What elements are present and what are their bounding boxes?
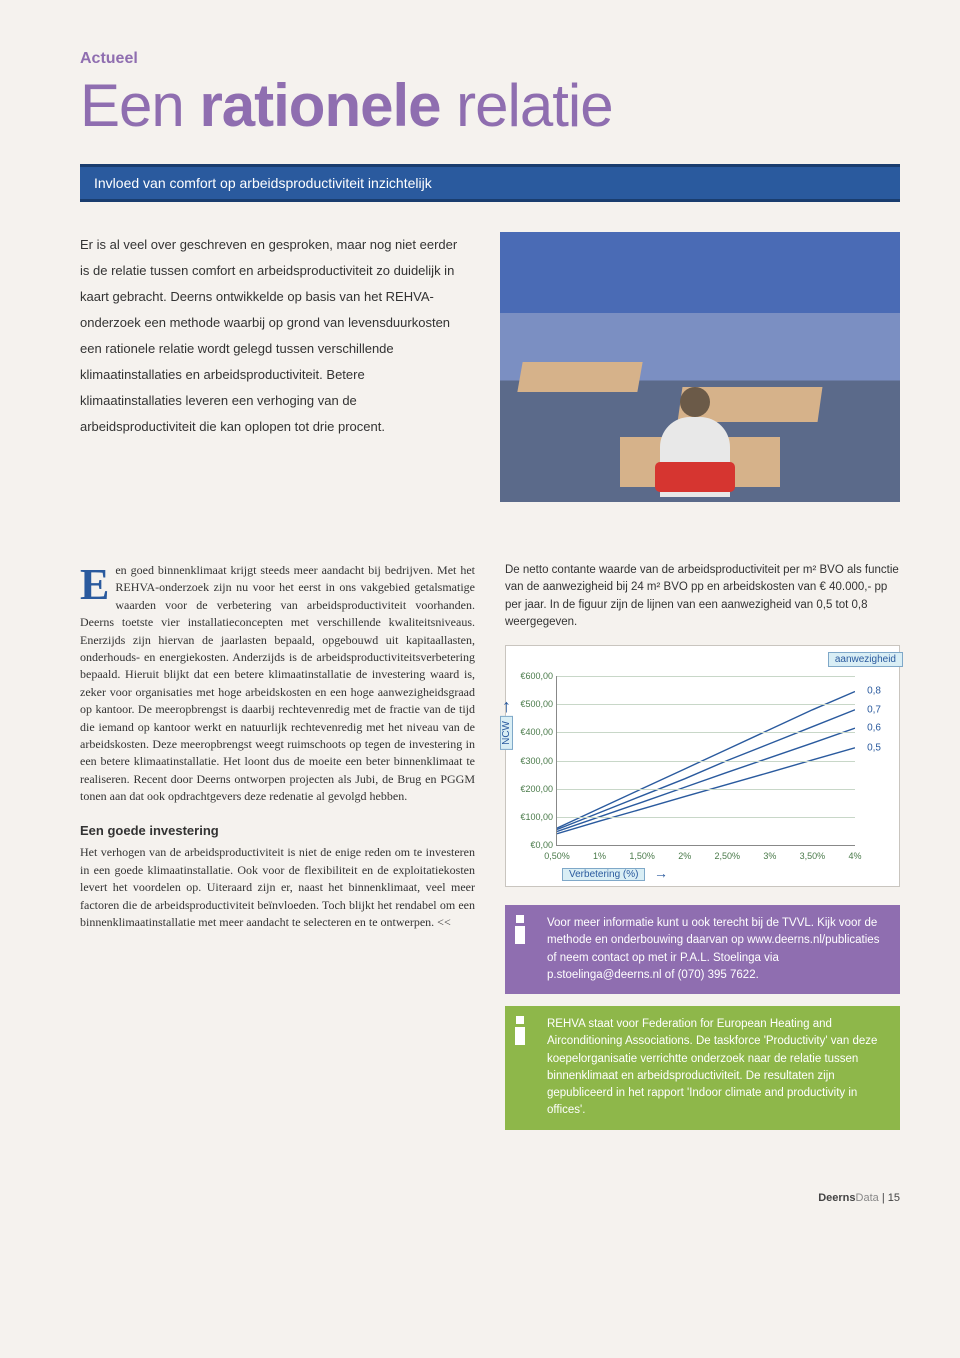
title-part2: relatie xyxy=(441,72,613,139)
chart-plot-area: €0,00€100,00€200,00€300,00€400,00€500,00… xyxy=(556,676,855,846)
info-box-contact: Voor meer informatie kunt u ook terecht … xyxy=(505,905,900,994)
info-box-rehva: REHVA staat voor Federation for European… xyxy=(505,1006,900,1130)
chart-gridline xyxy=(557,789,855,790)
y-tick-label: €200,00 xyxy=(515,784,553,794)
x-axis-arrow-icon: → xyxy=(654,865,668,881)
info-icon xyxy=(515,915,525,944)
office-photo xyxy=(500,232,900,502)
y-tick-label: €400,00 xyxy=(515,727,553,737)
y-axis-title: NCW xyxy=(500,716,513,750)
intro-row: Er is al veel over geschreven en gesprok… xyxy=(80,232,900,502)
info-text-rehva: REHVA staat voor Federation for European… xyxy=(547,1018,877,1116)
body-p1-text: en goed binnenklimaat krijgt steeds meer… xyxy=(80,563,475,803)
title-bold: rationele xyxy=(199,72,440,139)
footer-page: 15 xyxy=(888,1192,900,1204)
y-tick-label: €500,00 xyxy=(515,699,553,709)
intro-text: Er is al veel over geschreven en gesprok… xyxy=(80,232,470,502)
y-tick-label: €600,00 xyxy=(515,671,553,681)
chart-legend: aanwezigheid xyxy=(828,652,903,667)
y-tick-label: €0,00 xyxy=(515,840,553,850)
columns: Een goed binnenklimaat krijgt steeds mee… xyxy=(80,562,900,1142)
category-label: Actueel xyxy=(80,50,900,68)
x-tick-label: 1% xyxy=(593,851,606,861)
chart-gridline xyxy=(557,761,855,762)
y-axis-arrow-icon: ↑ xyxy=(500,701,513,712)
info-icon xyxy=(515,1016,525,1045)
x-tick-label: 1,50% xyxy=(629,851,655,861)
footer-brand-light: Data xyxy=(856,1192,879,1204)
chart-gridline xyxy=(557,817,855,818)
section-heading: Een goede investering xyxy=(80,823,475,838)
series-label: 0,8 xyxy=(867,686,881,697)
series-label: 0,7 xyxy=(867,704,881,715)
info-text-contact: Voor meer informatie kunt u ook terecht … xyxy=(547,917,879,981)
x-tick-label: 4% xyxy=(848,851,861,861)
subtitle-bar: Invloed van comfort op arbeidsproductivi… xyxy=(80,164,900,202)
chart-gridline xyxy=(557,732,855,733)
y-axis-title-wrap: ↑ NCW xyxy=(500,701,513,750)
y-tick-label: €100,00 xyxy=(515,812,553,822)
footer-sep: | xyxy=(879,1192,888,1204)
x-tick-label: 0,50% xyxy=(544,851,570,861)
title-part1: Een xyxy=(80,72,199,139)
x-tick-label: 2,50% xyxy=(715,851,741,861)
body-paragraph-1: Een goed binnenklimaat krijgt steeds mee… xyxy=(80,562,475,805)
page-footer: DeernsData | 15 xyxy=(80,1192,900,1204)
page: Actueel Een rationele relatie Invloed va… xyxy=(0,0,960,1358)
body-paragraph-2: Het verhogen van de arbeidsproductivitei… xyxy=(80,844,475,931)
chart-gridline xyxy=(557,704,855,705)
x-tick-label: 3,50% xyxy=(800,851,826,861)
productivity-chart: aanwezigheid ↑ NCW €0,00€100,00€200,00€3… xyxy=(505,645,900,887)
x-axis-title: Verbetering (%) xyxy=(562,868,645,881)
series-label: 0,6 xyxy=(867,723,881,734)
x-tick-label: 3% xyxy=(763,851,776,861)
y-tick-label: €300,00 xyxy=(515,756,553,766)
series-label: 0,5 xyxy=(867,742,881,753)
dropcap: E xyxy=(80,562,115,603)
chart-caption: De netto contante waarde van de arbeidsp… xyxy=(505,562,900,631)
chart-series-line xyxy=(557,710,855,830)
footer-brand-bold: Deerns xyxy=(818,1192,855,1204)
article-title: Een rationele relatie xyxy=(80,76,900,136)
x-tick-label: 2% xyxy=(678,851,691,861)
right-column: De netto contante waarde van de arbeidsp… xyxy=(505,562,900,1142)
chart-gridline xyxy=(557,676,855,677)
left-column: Een goed binnenklimaat krijgt steeds mee… xyxy=(80,562,475,1142)
